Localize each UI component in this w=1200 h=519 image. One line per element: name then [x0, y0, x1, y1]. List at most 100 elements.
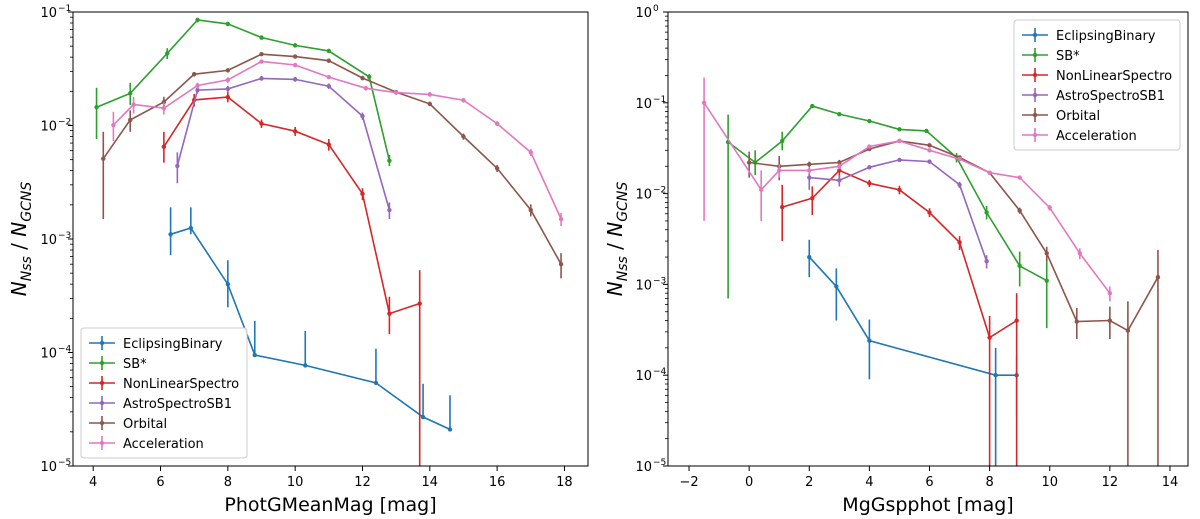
y-tick-exponent: −5	[58, 458, 71, 468]
data-point-eclipsingbinary	[447, 427, 453, 432]
legend-label-nonlinearspectro: NonLinearSpectro	[123, 377, 239, 392]
data-point-nonlinearspectro	[837, 168, 842, 173]
data-point-acceleration	[1107, 290, 1113, 296]
x-tick-label: 14	[422, 475, 439, 490]
data-point-sb	[367, 74, 372, 80]
data-point-nonlinearspectro	[810, 195, 815, 201]
legend-label-sb: SB*	[1056, 49, 1080, 64]
y-tick-exponent: −4	[58, 345, 72, 355]
legend-label-acceleration: Acceleration	[123, 437, 204, 452]
legend-swatch-marker-eclipsingbinary	[99, 340, 105, 346]
y-axis-label: NNss / NGCNS	[7, 182, 35, 297]
data-point-sb	[94, 104, 99, 110]
series-line-sb	[727, 105, 1048, 282]
data-point-acceleration	[528, 150, 533, 155]
data-point-eclipsingbinary	[303, 363, 308, 368]
legend-swatch-marker-acceleration	[99, 440, 105, 446]
legend-label-astrospectrosb1: AstroSpectroSB1	[1056, 89, 1165, 104]
data-point-sb	[984, 210, 989, 215]
data-point-nonlinearspectro	[292, 129, 298, 134]
data-point-sb	[128, 91, 133, 96]
x-tick-label: 2	[805, 475, 813, 490]
legend-swatch-marker-astrospectrosb1	[1032, 92, 1038, 98]
data-point-sb	[1044, 278, 1049, 283]
legend-swatch-marker-acceleration	[1032, 132, 1038, 138]
x-tick-label: 0	[745, 475, 753, 490]
data-point-astrospectrosb1	[984, 259, 989, 264]
data-point-acceleration	[195, 83, 200, 88]
data-point-astrospectrosb1	[326, 83, 332, 89]
data-point-acceleration	[292, 62, 298, 68]
x-tick-label: 6	[156, 475, 164, 490]
data-point-acceleration	[427, 92, 432, 97]
data-point-astrospectrosb1	[259, 76, 264, 81]
legend-label-sb: SB*	[123, 357, 147, 372]
series-layer	[701, 77, 1161, 466]
data-point-orbital	[191, 72, 197, 77]
series-acceleration	[701, 77, 1113, 302]
data-point-acceleration	[326, 74, 332, 80]
data-point-orbital	[807, 162, 812, 167]
data-point-orbital	[326, 58, 332, 63]
y-tick-label: 10	[635, 188, 652, 203]
y-tick-label: 10	[40, 233, 57, 248]
legend-swatch-marker-astrospectrosb1	[99, 400, 105, 406]
series-sb	[725, 103, 1049, 329]
legend-frame	[1013, 19, 1181, 151]
data-point-acceleration	[897, 138, 902, 144]
y-axis-label-part: GCNS	[615, 182, 631, 222]
data-point-nonlinearspectro	[326, 142, 332, 147]
data-point-sb	[165, 51, 170, 56]
data-point-acceleration	[701, 100, 707, 106]
data-point-astrospectrosb1	[195, 87, 200, 93]
data-point-sb	[810, 103, 815, 109]
x-tick-label: 12	[1102, 475, 1119, 490]
series-line-acceleration	[112, 60, 562, 220]
data-point-acceleration	[259, 59, 264, 64]
series-line-acceleration	[703, 102, 1111, 294]
legend: EclipsingBinary SB* NonLinearSpectro AstroS…	[80, 327, 248, 459]
y-tick-label: 10	[635, 278, 652, 293]
data-point-acceleration	[1047, 205, 1052, 210]
data-point-acceleration	[1077, 251, 1082, 256]
y-tick-exponent: −2	[58, 118, 71, 128]
legend-label-eclipsingbinary: EclipsingBinary	[123, 337, 223, 352]
y-axis-label-part: Nss	[615, 256, 631, 281]
data-point-sb	[924, 128, 929, 134]
data-point-acceleration	[363, 86, 369, 91]
y-axis-label: NNss / NGCNS	[603, 182, 631, 297]
data-point-acceleration	[161, 106, 167, 111]
y-tick-exponent: −1	[58, 4, 71, 14]
data-point-sb	[1017, 263, 1022, 269]
data-point-acceleration	[927, 148, 932, 153]
data-point-orbital	[1107, 318, 1113, 323]
data-point-astrospectrosb1	[175, 163, 180, 169]
data-point-acceleration	[758, 187, 764, 193]
data-point-sb	[867, 118, 872, 124]
data-point-orbital	[461, 134, 466, 139]
data-point-sb	[897, 127, 902, 132]
x-tick-label: 8	[224, 475, 232, 490]
data-point-astrospectrosb1	[927, 159, 932, 164]
data-point-orbital	[1125, 328, 1131, 333]
y-tick-label: 10	[40, 120, 57, 135]
y-tick-exponent: −5	[653, 458, 666, 468]
y-tick-exponent: −1	[653, 95, 666, 105]
data-point-nonlinearspectro	[957, 240, 962, 245]
series-astrospectrosb1	[807, 157, 989, 269]
data-point-acceleration	[494, 121, 500, 126]
data-point-nonlinearspectro	[780, 204, 785, 210]
data-point-acceleration	[1017, 175, 1022, 180]
y-tick-exponent: −3	[58, 231, 71, 241]
data-point-nonlinearspectro	[867, 181, 872, 186]
y-tick-label: 10	[40, 460, 57, 475]
x-tick-label: 12	[354, 475, 371, 490]
data-point-astrospectrosb1	[867, 165, 872, 170]
y-tick-label: 10	[635, 460, 652, 475]
y-axis-label-part: N	[7, 222, 31, 237]
legend-label-astrospectrosb1: AstroSpectroSB1	[123, 397, 232, 412]
legend-swatch-marker-orbital	[1032, 112, 1038, 118]
y-axis-label-part: Nss	[19, 256, 35, 281]
